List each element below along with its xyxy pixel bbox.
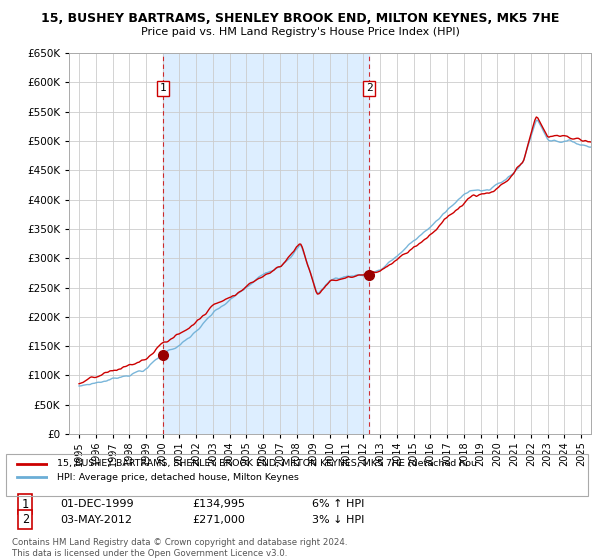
Text: 6% ↑ HPI: 6% ↑ HPI	[312, 499, 364, 509]
Bar	[163, 53, 370, 434]
Text: 2: 2	[366, 83, 373, 94]
Text: Contains HM Land Registry data © Crown copyright and database right 2024.
This d: Contains HM Land Registry data © Crown c…	[12, 538, 347, 558]
Text: Price paid vs. HM Land Registry's House Price Index (HPI): Price paid vs. HM Land Registry's House …	[140, 27, 460, 37]
Text: 15, BUSHEY BARTRAMS, SHENLEY BROOK END, MILTON KEYNES, MK5 7HE: 15, BUSHEY BARTRAMS, SHENLEY BROOK END, …	[41, 12, 559, 25]
Text: 03-MAY-2012: 03-MAY-2012	[60, 515, 132, 525]
Text: 2: 2	[22, 513, 29, 526]
Text: 1: 1	[160, 83, 166, 94]
Text: 1: 1	[22, 497, 29, 511]
Text: 15, BUSHEY BARTRAMS, SHENLEY BROOK END, MILTON KEYNES, MK5 7HE (detached hou: 15, BUSHEY BARTRAMS, SHENLEY BROOK END, …	[57, 459, 477, 468]
Text: 3% ↓ HPI: 3% ↓ HPI	[312, 515, 364, 525]
Text: HPI: Average price, detached house, Milton Keynes: HPI: Average price, detached house, Milt…	[57, 473, 299, 482]
Text: 01-DEC-1999: 01-DEC-1999	[60, 499, 134, 509]
Text: £134,995: £134,995	[192, 499, 245, 509]
Text: £271,000: £271,000	[192, 515, 245, 525]
